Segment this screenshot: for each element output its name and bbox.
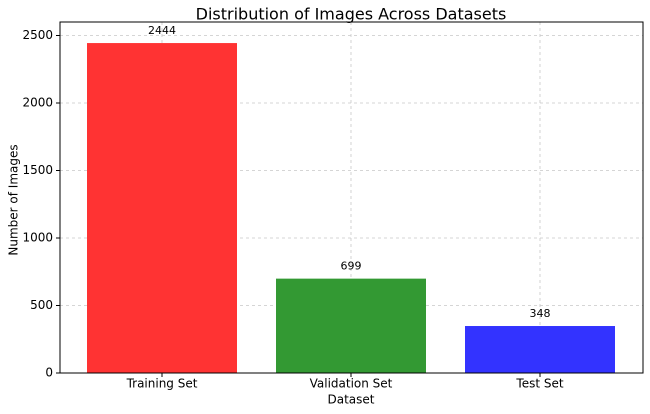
x-tick-label: Validation Set <box>310 377 393 391</box>
y-axis-label: Number of Images <box>7 144 21 255</box>
data-label: 699 <box>341 260 362 273</box>
y-tick-label: 500 <box>30 298 53 312</box>
y-tick-label: 2000 <box>22 96 53 110</box>
chart-title: Distribution of Images Across Datasets <box>196 5 507 24</box>
x-tick-label: Test Set <box>515 377 563 391</box>
y-tick-label: 0 <box>45 366 53 380</box>
plot-frame <box>59 21 644 374</box>
bar <box>87 43 237 374</box>
bar <box>465 326 615 373</box>
x-tick-label: Training Set <box>126 377 198 391</box>
data-label: 2444 <box>148 24 176 37</box>
y-tick-label: 1000 <box>22 231 53 245</box>
y-tick-label: 1500 <box>22 163 53 177</box>
data-label: 348 <box>530 307 551 320</box>
x-axis-label: Dataset <box>328 393 375 407</box>
y-tick-label: 2500 <box>22 28 53 42</box>
bar <box>276 278 426 373</box>
